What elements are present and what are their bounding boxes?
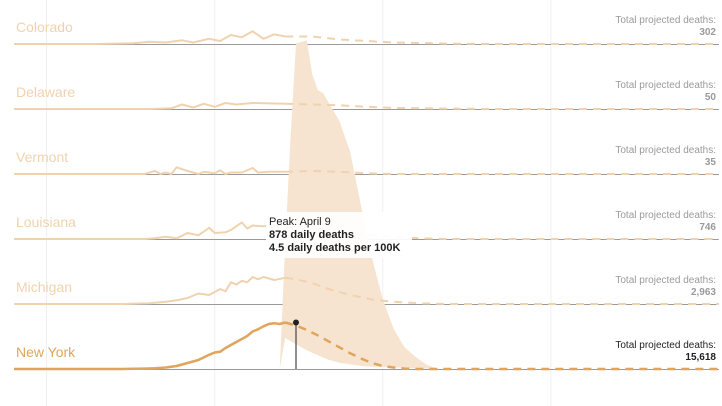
projected-line-new-york (284, 321, 719, 371)
total-value-michigan: 2,963 (691, 287, 716, 298)
state-labels: Colorado Delaware Vermont Louisiana Michigan… (16, 19, 76, 360)
annotation-box (266, 212, 412, 258)
state-label-delaware: Delaware (16, 84, 75, 100)
peak-deaths-per-100k: 4.5 daily deaths per 100K (269, 242, 401, 254)
peak-marker-dot (293, 319, 299, 326)
actual-line-colorado (14, 30, 286, 45)
peak-date: Peak: April 9 (269, 216, 331, 228)
total-title-louisiana: Total projected deaths: (615, 210, 716, 221)
band-area (279, 40, 437, 370)
actual-line-michigan (14, 276, 286, 305)
total-value-vermont: 35 (705, 157, 717, 168)
state-label-vermont: Vermont (16, 149, 68, 165)
total-value-new-york: 15,618 (685, 352, 716, 363)
state-label-new-york: New York (16, 344, 76, 360)
state-label-louisiana: Louisiana (16, 214, 76, 230)
total-title-michigan: Total projected deaths: (615, 275, 716, 286)
total-title-vermont: Total projected deaths: (615, 145, 716, 156)
total-value-delaware: 50 (705, 92, 717, 103)
projected-line-michigan (285, 276, 719, 305)
peak-daily-deaths: 878 daily deaths (269, 229, 354, 241)
peak-annotation: Peak: April 9 878 daily deaths 4.5 daily… (266, 212, 412, 369)
actual-line-delaware (14, 102, 286, 110)
projected-line-colorado (285, 35, 719, 45)
state-label-michigan: Michigan (16, 279, 72, 295)
total-value-louisiana: 746 (699, 222, 716, 233)
grid-lines (46, 0, 552, 406)
actual-line-new-york (14, 321, 286, 371)
total-title-new-york: Total projected deaths: (615, 340, 716, 351)
projected-line-delaware (285, 102, 719, 110)
total-title-colorado: Total projected deaths: (615, 15, 716, 26)
total-value-colorado: 302 (699, 27, 716, 38)
uncertainty-band (279, 40, 437, 370)
total-title-delaware: Total projected deaths: (615, 80, 716, 91)
state-label-colorado: Colorado (16, 19, 73, 35)
actual-line-louisiana (14, 221, 286, 240)
actual-line-vermont (14, 166, 286, 175)
